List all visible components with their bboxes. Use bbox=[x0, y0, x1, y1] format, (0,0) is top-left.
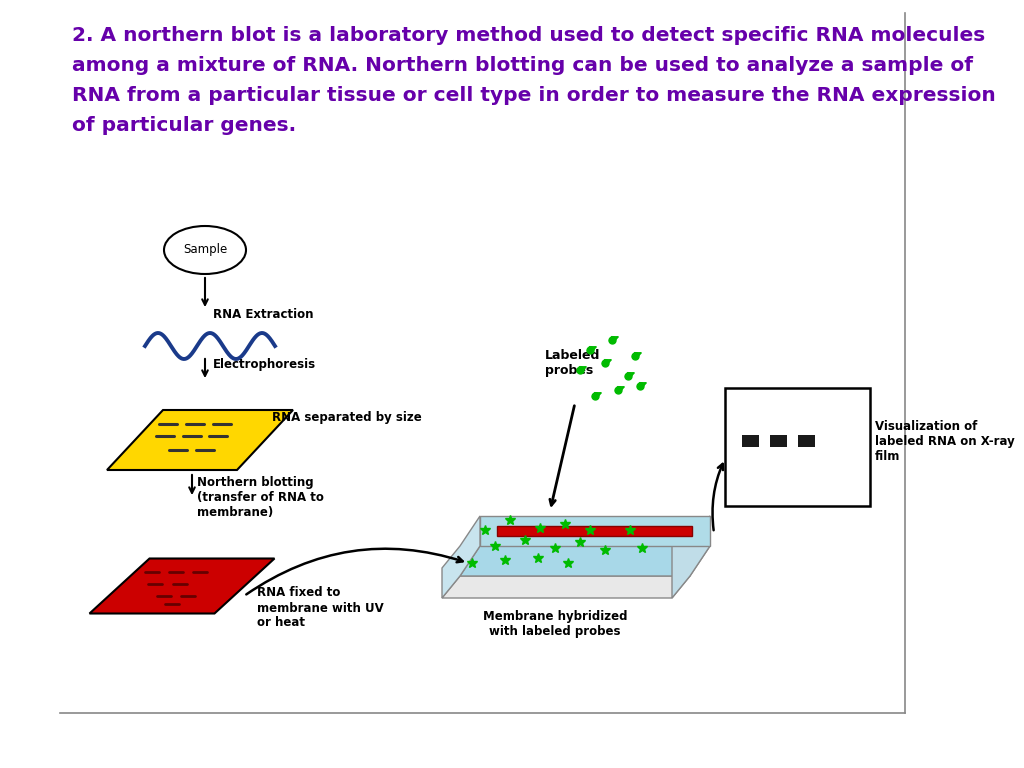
Text: 2. A northern blot is a laboratory method used to detect specific RNA molecules: 2. A northern blot is a laboratory metho… bbox=[72, 26, 985, 45]
Bar bbox=[725, 388, 870, 506]
Polygon shape bbox=[480, 516, 710, 546]
Polygon shape bbox=[460, 546, 710, 576]
Text: of particular genes.: of particular genes. bbox=[72, 116, 296, 135]
Polygon shape bbox=[442, 576, 690, 598]
Polygon shape bbox=[89, 558, 274, 614]
Polygon shape bbox=[106, 410, 293, 470]
Text: Electrophoresis: Electrophoresis bbox=[213, 358, 316, 371]
Text: RNA separated by size: RNA separated by size bbox=[272, 412, 422, 425]
Text: Northern blotting
(transfer of RNA to
membrane): Northern blotting (transfer of RNA to me… bbox=[197, 476, 324, 519]
Polygon shape bbox=[497, 526, 692, 536]
Text: Sample: Sample bbox=[183, 243, 227, 257]
Bar bbox=[769, 435, 786, 447]
Text: Visualization of
labeled RNA on X-ray
film: Visualization of labeled RNA on X-ray fi… bbox=[874, 419, 1015, 462]
Bar bbox=[741, 435, 759, 447]
Text: among a mixture of RNA. Northern blotting can be used to analyze a sample of: among a mixture of RNA. Northern blottin… bbox=[72, 56, 973, 75]
Text: Labeled
probes: Labeled probes bbox=[545, 349, 600, 377]
Text: Membrane hybridized
with labeled probes: Membrane hybridized with labeled probes bbox=[482, 610, 628, 638]
Ellipse shape bbox=[164, 226, 246, 274]
Polygon shape bbox=[672, 516, 710, 598]
Text: RNA Extraction: RNA Extraction bbox=[213, 308, 313, 321]
Polygon shape bbox=[442, 516, 480, 598]
Text: RNA from a particular tissue or cell type in order to measure the RNA expression: RNA from a particular tissue or cell typ… bbox=[72, 86, 995, 105]
Bar bbox=[798, 435, 814, 447]
Text: RNA fixed to
membrane with UV
or heat: RNA fixed to membrane with UV or heat bbox=[257, 587, 384, 630]
